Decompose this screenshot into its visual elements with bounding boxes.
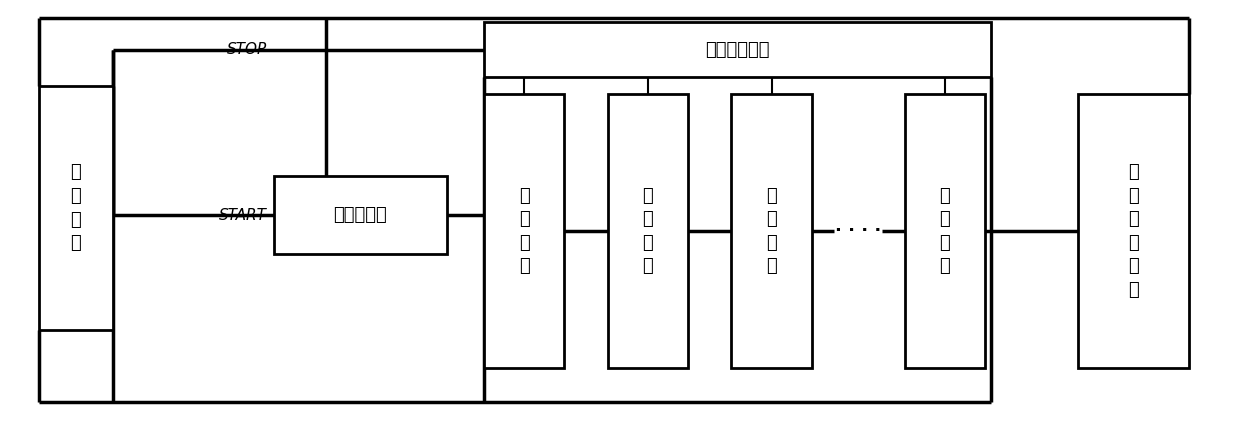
Text: 延
时
单
元: 延 时 单 元 [518, 187, 529, 275]
FancyBboxPatch shape [732, 94, 812, 368]
FancyBboxPatch shape [608, 94, 688, 368]
FancyBboxPatch shape [484, 94, 564, 368]
Text: 延
时
单
元: 延 时 单 元 [766, 187, 777, 275]
Text: START: START [219, 208, 268, 223]
Text: STOP: STOP [227, 42, 268, 57]
Text: 关
键
路
径: 关 键 路 径 [71, 163, 81, 252]
Text: 延
时
单
元: 延 时 单 元 [642, 187, 653, 275]
Text: 第
一
计
数
电
路: 第 一 计 数 电 路 [1128, 163, 1138, 299]
Text: · · · ·: · · · · [835, 222, 882, 240]
FancyBboxPatch shape [904, 94, 985, 368]
FancyBboxPatch shape [484, 22, 991, 77]
Text: 第二计数电路: 第二计数电路 [706, 41, 770, 59]
FancyBboxPatch shape [274, 176, 446, 254]
FancyBboxPatch shape [38, 86, 113, 330]
Text: 延
时
单
元: 延 时 单 元 [940, 187, 950, 275]
Text: 与非门单元: 与非门单元 [334, 206, 387, 224]
FancyBboxPatch shape [1078, 94, 1189, 368]
